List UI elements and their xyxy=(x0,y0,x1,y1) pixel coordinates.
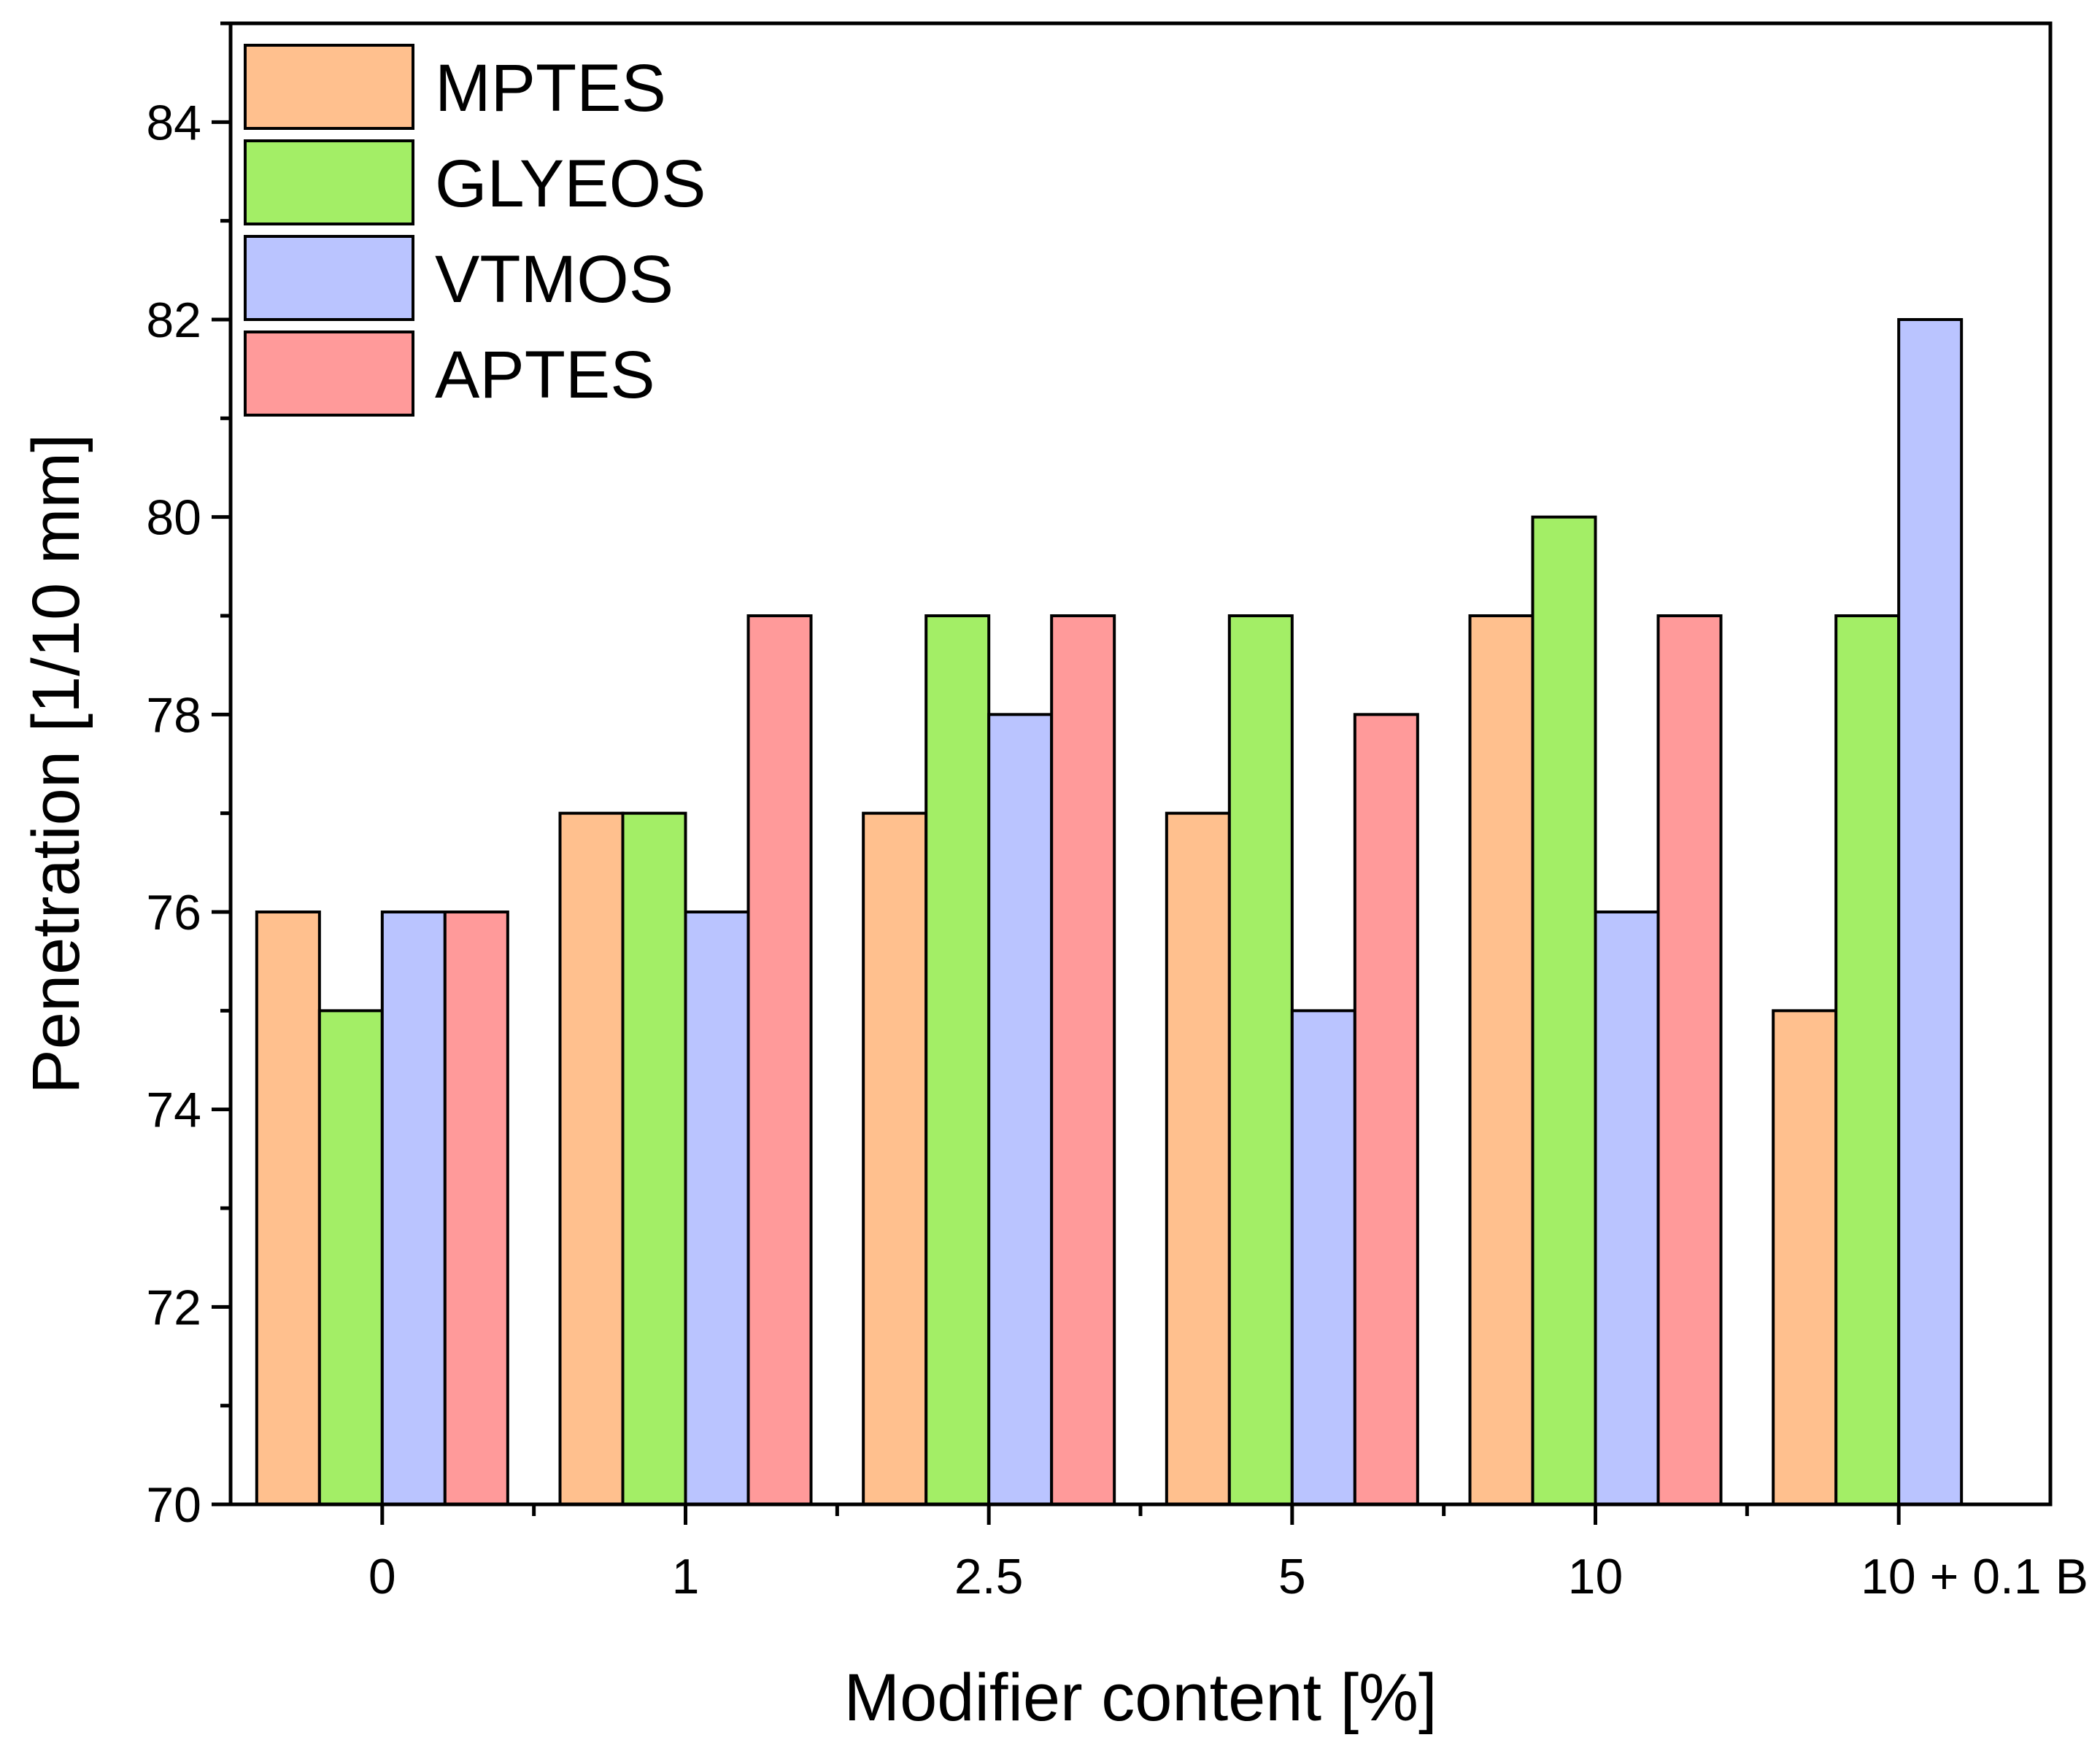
y-tick-label: 84 xyxy=(146,95,201,150)
y-axis: 70 72 74 76 78 80 82 84 xyxy=(146,21,231,1533)
bar-vtmos-1 xyxy=(684,911,750,1506)
y-tick-label: 80 xyxy=(146,490,201,546)
y-tick-label: 70 xyxy=(146,1477,201,1533)
y-tick-label: 74 xyxy=(146,1083,201,1138)
y-tick-label: 72 xyxy=(146,1280,201,1335)
x-tick-label: 1 xyxy=(672,1549,700,1604)
bar-mptes-5 xyxy=(1772,1009,1838,1507)
legend: MPTES GLYEOS VTMOS APTES xyxy=(244,44,706,417)
bar-glyeos-3 xyxy=(1227,614,1294,1506)
bar-mptes-3 xyxy=(1165,811,1231,1506)
bar-aptes-1 xyxy=(746,614,813,1506)
y-tick-label: 76 xyxy=(146,885,201,940)
bar-mptes-4 xyxy=(1468,614,1535,1506)
bar-glyeos-4 xyxy=(1531,515,1597,1507)
y-axis-title: Penetration [1/10 mm] xyxy=(19,433,93,1094)
x-axis-title: Modifier content [%] xyxy=(844,1661,1437,1735)
bar-vtmos-3 xyxy=(1290,1009,1356,1507)
bar-glyeos-0 xyxy=(317,1009,384,1507)
legend-label-aptes: APTES xyxy=(435,338,655,412)
x-tick-label: 2.5 xyxy=(954,1549,1024,1604)
bar-aptes-2 xyxy=(1050,614,1116,1506)
bar-vtmos-4 xyxy=(1594,911,1660,1506)
bar-mptes-1 xyxy=(558,811,625,1506)
legend-label-mptes: MPTES xyxy=(435,51,666,125)
bar-aptes-3 xyxy=(1353,713,1419,1506)
x-tick-label: 10 xyxy=(1568,1549,1624,1604)
legend-label-vtmos: VTMOS xyxy=(435,242,673,317)
x-tick-label: 0 xyxy=(368,1549,396,1604)
legend-swatch-vtmos xyxy=(244,235,414,321)
x-tick-label: 5 xyxy=(1278,1549,1306,1604)
legend-swatch-aptes xyxy=(244,330,414,417)
bar-aptes-0 xyxy=(443,911,509,1506)
y-tick-label: 82 xyxy=(146,293,201,348)
bar-mptes-2 xyxy=(862,811,928,1506)
x-axis: 0 1 2.5 5 10 10 + 0.1 B xyxy=(368,1504,2088,1604)
bar-glyeos-1 xyxy=(621,811,687,1506)
bar-mptes-0 xyxy=(255,911,321,1506)
bar-glyeos-5 xyxy=(1834,614,1901,1506)
bar-vtmos-0 xyxy=(380,911,447,1506)
bar-glyeos-2 xyxy=(924,614,991,1506)
x-tick-label: 10 + 0.1 B xyxy=(1861,1549,2088,1604)
legend-swatch-mptes xyxy=(244,44,414,130)
legend-swatch-glyeos xyxy=(244,139,414,225)
bars-layer xyxy=(255,318,1964,1507)
bar-aptes-4 xyxy=(1656,614,1723,1506)
y-tick-label: 78 xyxy=(146,687,201,743)
legend-label-glyeos: GLYEOS xyxy=(435,147,706,221)
bar-vtmos-5 xyxy=(1897,318,1964,1506)
bar-vtmos-2 xyxy=(987,713,1054,1506)
